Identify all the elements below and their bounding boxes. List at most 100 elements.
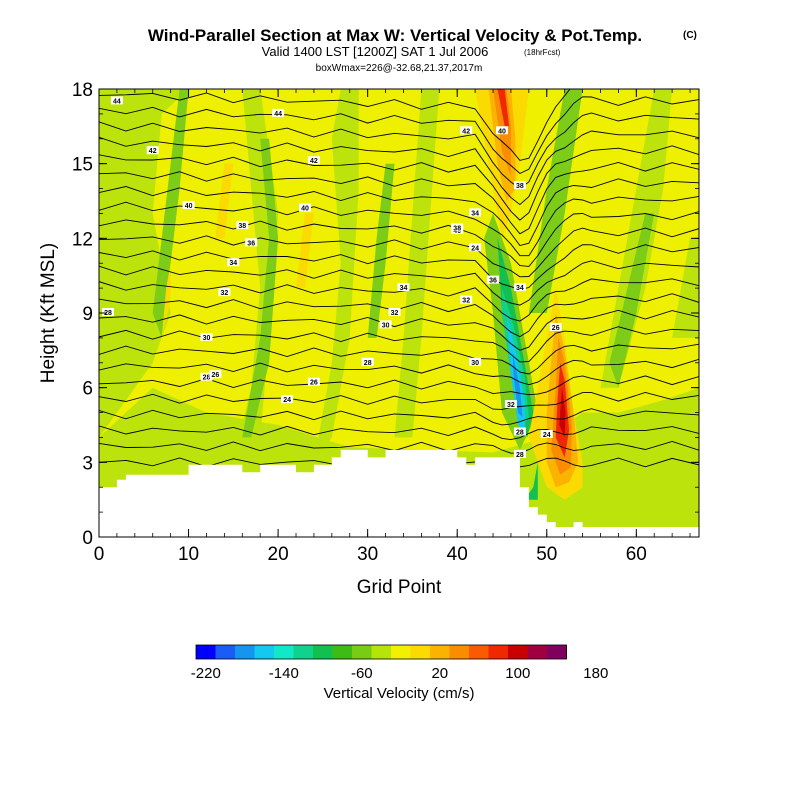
theta-label-text: 28 [364, 360, 372, 367]
theta-label-box [460, 126, 473, 135]
colorbar-swatch [235, 645, 255, 659]
theta-label: 24 [469, 243, 482, 252]
velocity-patch [559, 387, 566, 438]
y-axis-label: Height (Kft MSL) [38, 243, 59, 383]
theta-label: 24 [540, 430, 553, 439]
theta-label-box [549, 322, 562, 331]
velocity-patch [524, 462, 538, 500]
chart-subtitle: Valid 1400 LST [1200Z] SAT 1 Jul 2006 [262, 44, 489, 59]
x-tick-label: 20 [268, 544, 289, 565]
theta-label-text: 28 [104, 310, 112, 317]
theta-label-box [487, 275, 499, 284]
colorbar-swatch [293, 645, 314, 659]
chart-subtitle-line2: boxWmax=226@-32.68,21.37,2017m [316, 63, 483, 74]
velocity-patch [497, 89, 510, 127]
theta-label: 26 [209, 370, 222, 379]
theta-label-box [469, 357, 482, 366]
theta-label-box [110, 96, 123, 105]
theta-contour-line [99, 211, 699, 267]
theta-label: 32 [460, 295, 473, 305]
colorbar-swatch [527, 645, 548, 659]
theta-contour-labels: 4444424240404038383634343232303028282826… [102, 96, 562, 459]
theta-label: 30 [469, 357, 482, 367]
theta-label-text: 36 [247, 240, 255, 247]
theta-label-box [513, 283, 526, 292]
velocity-patch [296, 213, 314, 289]
theta-label: 26 [307, 377, 320, 387]
theta-label-box [272, 108, 285, 117]
y-tick-label: 9 [82, 304, 93, 325]
theta-contour-line [99, 375, 699, 396]
theta-label-text: 32 [462, 298, 470, 305]
theta-label: 40 [182, 201, 195, 210]
theta-label-text: 42 [462, 128, 470, 135]
colorbar-tick-label: 20 [431, 665, 448, 682]
theta-label: 32 [504, 400, 517, 409]
colorbar-tick-label: 180 [583, 665, 608, 682]
theta-contour-line [99, 408, 699, 426]
theta-contours [99, 89, 699, 468]
theta-label-text: 38 [516, 183, 524, 190]
theta-label-box [227, 258, 240, 267]
theta-contour-line [99, 293, 699, 338]
theta-label-text: 44 [113, 98, 121, 105]
theta-label-text: 34 [229, 260, 237, 267]
theta-contour-line [99, 96, 699, 175]
y-tick-label: 6 [82, 379, 93, 400]
theta-label: 34 [397, 283, 410, 292]
theta-label-text: 26 [310, 380, 318, 387]
theta-label-text: 42 [149, 148, 157, 155]
y-tick-label: 15 [72, 155, 93, 176]
theta-label: 34 [227, 258, 240, 267]
theta-contour-line [99, 89, 674, 161]
theta-label-text: 44 [274, 111, 282, 118]
velocity-patch [152, 89, 189, 338]
colorbar-tick-label: -220 [191, 665, 221, 682]
vertical-velocity-field [99, 89, 699, 537]
theta-label-text: 38 [238, 223, 246, 230]
theta-label-text: 40 [498, 128, 506, 135]
theta-label: 36 [487, 275, 499, 285]
theta-label-text: 40 [185, 203, 193, 210]
theta-label-box [281, 395, 294, 404]
theta-contour-line [99, 130, 699, 206]
theta-label-box [146, 146, 159, 155]
theta-label-text: 26 [212, 372, 220, 379]
theta-label-text: 32 [221, 290, 229, 297]
theta-label-box [218, 288, 231, 297]
theta-label: 40 [299, 203, 311, 213]
theta-label-box [496, 126, 508, 135]
velocity-patch [394, 89, 440, 438]
colorbar-tick-label: -140 [269, 665, 299, 682]
theta-label: 28 [200, 372, 213, 382]
velocity-patch [99, 89, 189, 438]
x-tick-label: 0 [94, 544, 105, 565]
velocity-patch [215, 163, 234, 239]
theta-label: 28 [513, 427, 526, 437]
theta-label-box [200, 332, 213, 341]
theta-label-box [451, 223, 464, 232]
theta-label-box [299, 203, 311, 212]
theta-label-text: 28 [516, 452, 524, 459]
theta-label: 42 [460, 126, 473, 135]
colorbar-swatch [410, 645, 431, 659]
theta-label: 30 [200, 332, 213, 342]
theta-contour-line [99, 227, 699, 278]
colorbar-swatch [274, 645, 294, 659]
theta-label: 30 [379, 320, 392, 329]
theta-label-box [102, 308, 114, 316]
theta-label-text: 42 [310, 158, 318, 165]
theta-label: 26 [549, 322, 562, 332]
velocity-patch [242, 138, 279, 438]
theta-label: 24 [281, 395, 294, 404]
y-tick-label: 3 [82, 453, 93, 474]
theta-label-text: 36 [489, 278, 497, 285]
chart-subtitle-forecast: (18hrFcst) [524, 48, 561, 57]
theta-contour-line [99, 162, 699, 235]
theta-label-box [460, 295, 473, 304]
theta-label-text: 30 [382, 322, 390, 329]
x-axis-label: Grid Point [357, 577, 442, 598]
theta-label-text: 34 [471, 210, 479, 217]
theta-label-box [540, 430, 553, 438]
